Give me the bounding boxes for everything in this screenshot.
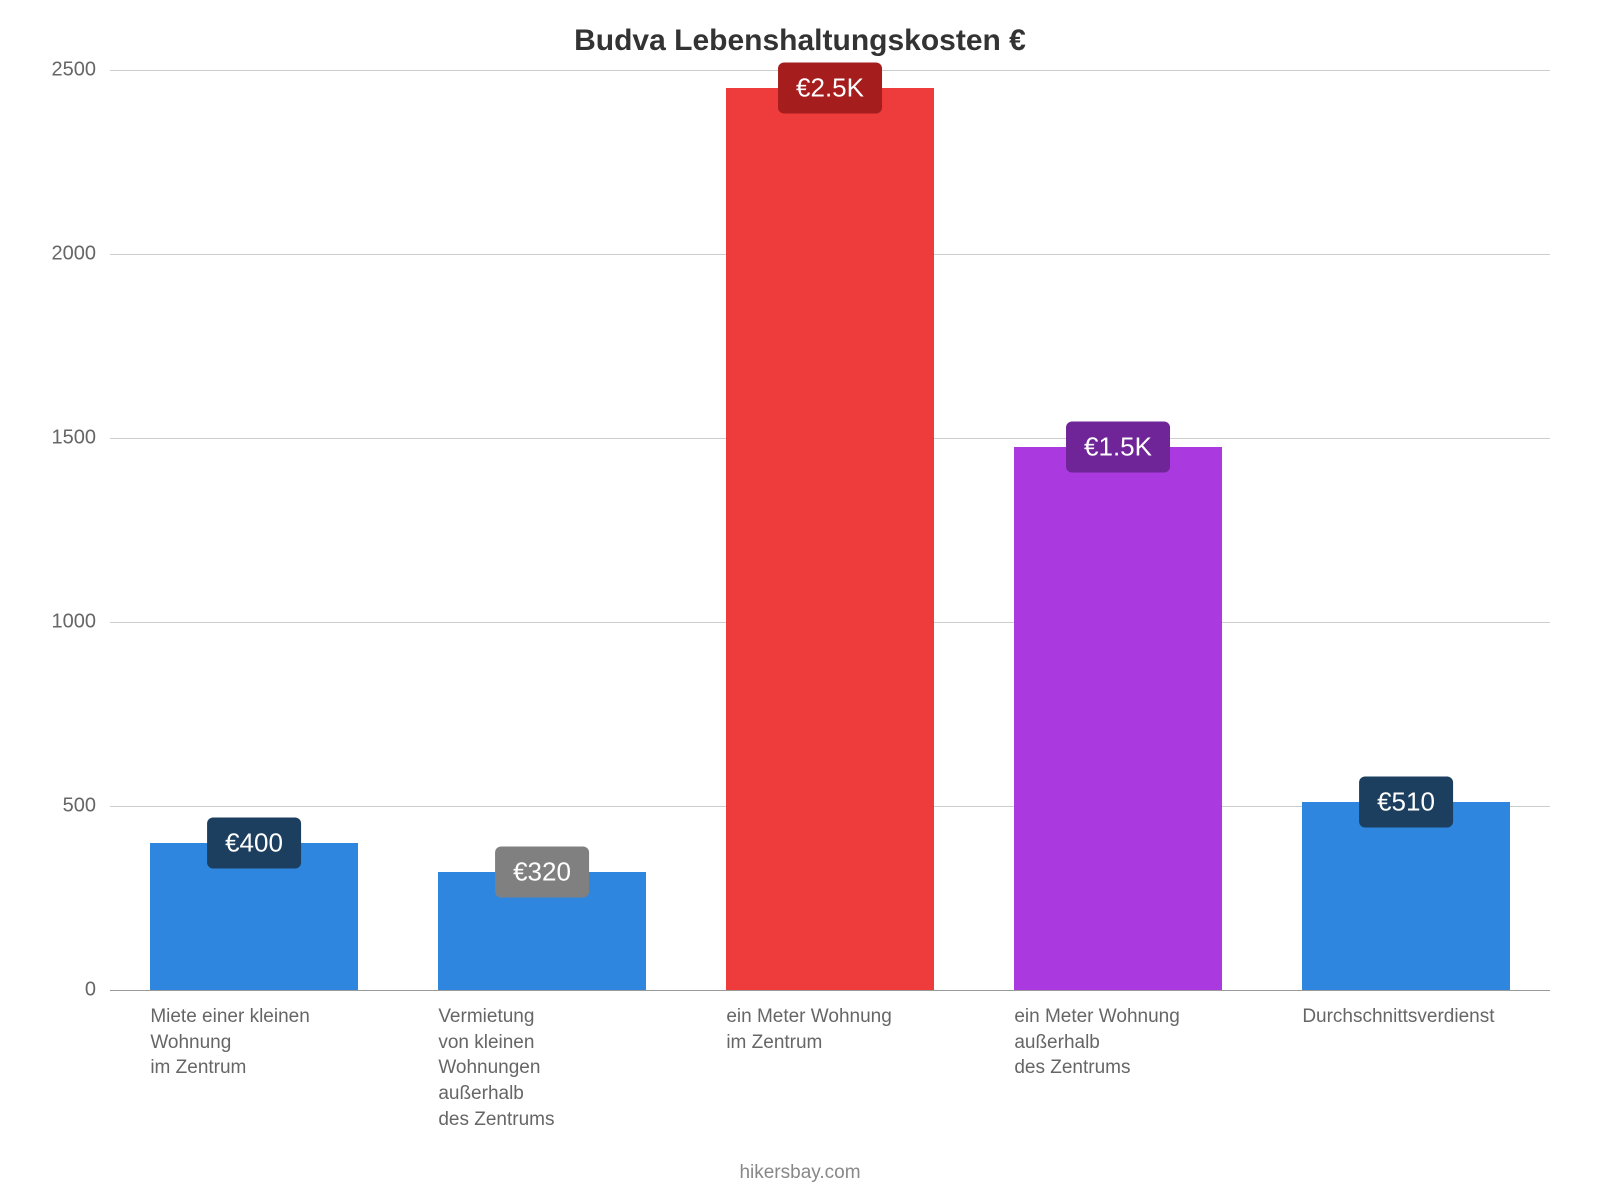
x-category-label: Miete einer kleinen Wohnung im Zentrum bbox=[150, 990, 357, 1081]
y-tick-label: 2500 bbox=[52, 59, 97, 82]
bar-value-badge: €320 bbox=[495, 847, 589, 898]
x-category-label: Vermietung von kleinen Wohnungen außerha… bbox=[438, 990, 645, 1132]
bar-value-badge: €400 bbox=[207, 817, 301, 868]
y-tick-label: 1500 bbox=[52, 427, 97, 450]
bar-value-badge: €1.5K bbox=[1066, 422, 1170, 473]
y-tick-label: 500 bbox=[63, 795, 96, 818]
plot-area: 05001000150020002500€400Miete einer klei… bbox=[110, 70, 1550, 990]
x-category-label: Durchschnittsverdienst bbox=[1302, 990, 1509, 1030]
y-tick-label: 2000 bbox=[52, 243, 97, 266]
y-tick-label: 0 bbox=[85, 979, 96, 1002]
bar bbox=[726, 88, 933, 990]
x-category-label: ein Meter Wohnung im Zentrum bbox=[726, 990, 933, 1055]
cost-of-living-chart: Budva Lebenshaltungskosten € 05001000150… bbox=[0, 0, 1600, 1200]
bar-value-badge: €510 bbox=[1359, 777, 1453, 828]
x-category-label: ein Meter Wohnung außerhalb des Zentrums bbox=[1014, 990, 1221, 1081]
bar bbox=[1302, 802, 1509, 990]
y-tick-label: 1000 bbox=[52, 611, 97, 634]
chart-title: Budva Lebenshaltungskosten € bbox=[0, 24, 1600, 58]
source-attribution: hikersbay.com bbox=[0, 1162, 1600, 1184]
bar-value-badge: €2.5K bbox=[778, 63, 882, 114]
bar bbox=[1014, 447, 1221, 990]
